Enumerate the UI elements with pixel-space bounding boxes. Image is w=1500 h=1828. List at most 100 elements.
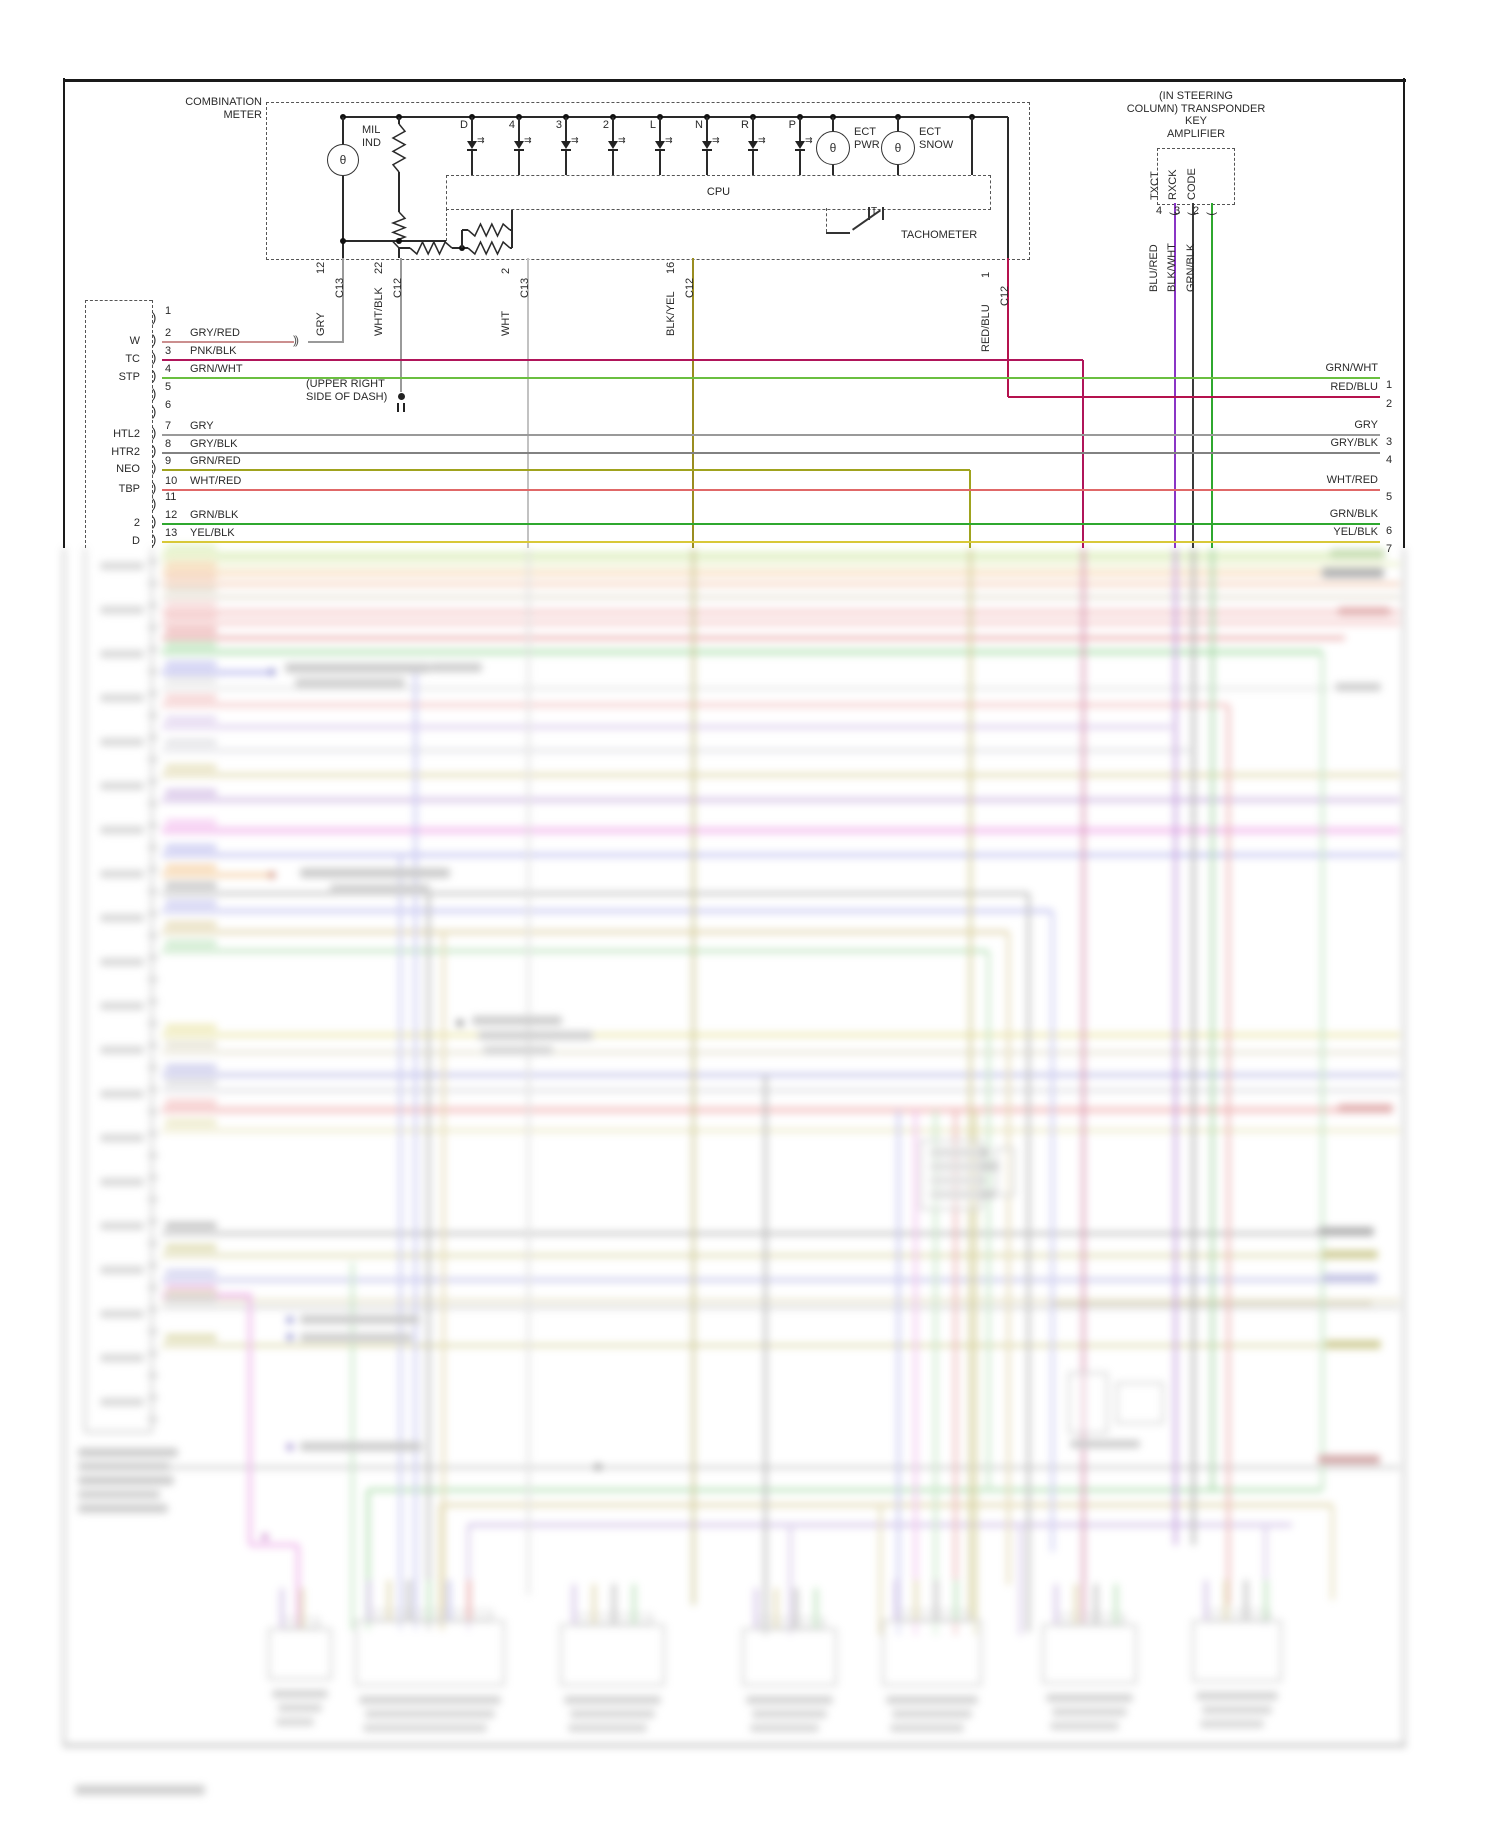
blurred-wire-v [933,1110,937,1635]
blurred-wire-h [162,703,1228,707]
lamp-lead [897,165,899,175]
blurred-wire-label-blob [165,1079,217,1086]
blurred-wire-label-blob [165,661,217,668]
blurred-component-pin [447,1580,451,1620]
blurred-frame-right [1402,548,1406,1746]
blurred-wire-v [1320,652,1324,1490]
blurred-text-blob [930,1176,985,1185]
led-diode-bar [467,149,477,151]
blurred-wire-label-blob [165,677,217,684]
blurred-component-label-blob [752,1710,827,1718]
ect-snow-label-line2: SNOW [919,139,954,151]
blurred-ecm-pin-stub [148,582,158,585]
lamp-lead [832,117,834,131]
ecm-pin-name: HTR2 [111,446,140,458]
blurred-ecm-pin-stub [148,912,158,915]
led-lead [565,117,567,141]
blurred-wire-v [913,1110,917,1635]
blurred-diagram-region [0,544,1500,1828]
blurred-ecm-pin-stub [148,1220,158,1223]
resistor-icon [391,123,407,173]
ecm-pin-bracket-icon: ) [152,460,157,475]
wire-PNK/BLK [162,358,1083,362]
led-diode-icon [795,141,805,149]
mil-lamp-lead [342,176,344,258]
cpu-box: CPU [446,175,991,210]
resistor-icon [467,240,511,256]
blurred-ecm-pin-stub [148,1396,158,1399]
led-lead [706,117,708,141]
blurred-ecm-pin-stub [148,1330,158,1333]
output-pin-number: 3 [1386,436,1393,448]
blurred-component-pin [467,1580,471,1620]
blurred-component-label-blob [276,1718,314,1726]
blurred-wire-h [250,1543,298,1547]
blurred-wire-label-blob [165,1296,217,1303]
ecm-pin-number: 11 [165,491,177,503]
blurred-junction-dot [286,1316,294,1324]
led-arrows-icon: ⇉ [712,135,720,145]
blurred-ecm-pin-stub [148,846,158,849]
blurred-junction-dot [456,1019,464,1027]
wire-color-label: GRN/BLK [190,509,239,521]
lamp-lead [897,117,899,131]
blurred-wire-h [162,1278,1372,1282]
ecm-pin-number: 1 [165,305,172,317]
column-connector-label: C12 [392,277,404,298]
led-arrows-icon: ⇉ [477,135,485,145]
blurred-component-pin [280,1588,284,1628]
transponder-wire-BLK/WHT [1191,203,1195,548]
blurred-wire-h [162,636,1345,640]
blurred-text-blob [1330,549,1385,559]
blurred-ecm-pin-label-blob [100,914,144,922]
blurred-ecm-pin-stub [148,1000,158,1003]
blurred-component-pin [1114,1584,1118,1624]
wire-GRY/RED [162,340,294,344]
meter-internal-line [343,240,446,242]
blurred-text-blob [285,663,430,673]
led-diode-bar [561,149,571,151]
ground-note: (UPPER RIGHT SIDE OF DASH) [306,378,387,404]
led-gear-label: 4 [508,119,515,131]
blurred-ecm-pin-stub [148,1242,158,1245]
blurred-text-blob [483,1046,553,1055]
wire-GRN/BLK [162,522,1380,526]
ground-note-line1: (UPPER RIGHT [306,378,385,390]
ecm-pin-name: HTL2 [113,428,140,440]
blurred-ecm-pin-stub [148,714,158,717]
blurred-ecm-pin-stub [148,626,158,629]
blurred-text-blob [1070,1440,1140,1448]
blurred-component-connector [560,1624,665,1686]
blurred-wire-h [162,551,1335,559]
ecm-pin-name: 2 [133,517,140,529]
transponder-title: (IN STEERING COLUMN) TRANSPONDER KEY AMP… [1086,90,1306,140]
ecm-pin-name: NEO [116,463,140,475]
blurred-wire-label-blob [165,739,217,746]
wire-GRY-segment [308,340,344,344]
blurred-ecm-pin-stub [148,1066,158,1069]
blurred-component-pin [754,1588,758,1628]
led-arrows-icon: ⇉ [571,135,579,145]
blurred-component-connector [1042,1624,1137,1684]
blurred-component-pin [300,1588,304,1628]
blurred-text-blob [1322,1250,1378,1259]
blurred-ecm-pin-label-blob [100,562,144,570]
column-connector-label: C12 [999,285,1011,306]
blurred-component-connector [995,1148,1015,1196]
lamp-filament-icon: θ [829,141,837,155]
blurred-component-pin [794,1588,798,1628]
led-lead [706,151,708,175]
blurred-wire-label-blob [165,864,217,871]
led-arrows-icon: ⇉ [805,135,813,145]
blurred-wire-v [1263,1525,1267,1625]
blurred-ecm-pin-label-blob [100,1134,144,1142]
blurred-junction-dot [268,668,276,676]
blurred-wire-label-blob [165,1284,217,1291]
blurred-wire-label-blob [165,882,217,889]
blurred-wire-label-blob [165,789,217,796]
blurred-junction-dot [286,1333,294,1341]
blurred-ecm-pin-label-blob [100,738,144,746]
ect-snow-lamp-icon: θ [881,131,915,165]
blurred-component-label-blob [886,1696,978,1704]
